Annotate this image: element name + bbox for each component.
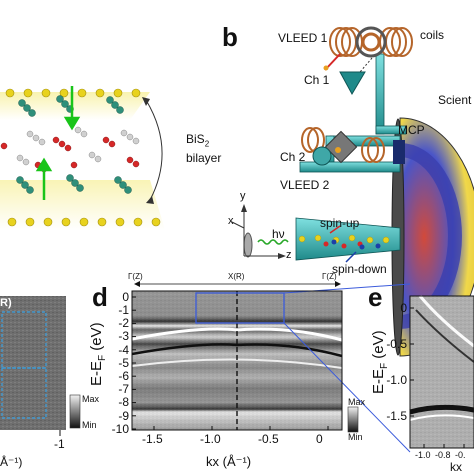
scient-label: Scient bbox=[438, 93, 472, 107]
vleed2-label: VLEED 2 bbox=[280, 178, 330, 192]
bilayer-bracket bbox=[145, 99, 163, 201]
d-y-tick-label: -2 bbox=[118, 316, 129, 331]
panel-c-colorbar bbox=[69, 394, 81, 429]
panel-e-plot bbox=[409, 295, 474, 449]
e-y-tick-label: -0.5 bbox=[386, 336, 407, 351]
d-top-point-2: Γ(Z) bbox=[322, 272, 337, 281]
vleed1-coils bbox=[323, 26, 413, 73]
e-y-tick-label: 0 bbox=[400, 300, 407, 315]
d-x-tick-label: -1.5 bbox=[142, 432, 163, 446]
e-x-tick-label: -0.8 bbox=[435, 450, 451, 460]
panel-d-plot bbox=[131, 281, 411, 453]
d-top-point-1: X(R) bbox=[228, 272, 245, 281]
mcp-box bbox=[393, 140, 405, 164]
e-x-tick-label: -0. bbox=[455, 450, 466, 460]
d-y-tick-label: -10 bbox=[111, 421, 129, 436]
panel-b-label: b bbox=[222, 22, 238, 52]
d-x-tick-label: -0.5 bbox=[258, 432, 279, 446]
bilayer-word: bilayer bbox=[186, 151, 222, 166]
spin-down-label: spin-down bbox=[332, 262, 387, 276]
d-x-tick-label: -1.0 bbox=[200, 432, 221, 446]
d-cbar-min: Min bbox=[348, 432, 363, 442]
d-y-tick-label: -7 bbox=[118, 382, 129, 397]
spin-up-label: spin-up bbox=[320, 216, 360, 230]
d-y-tick-label: -9 bbox=[118, 408, 129, 423]
zoom-box bbox=[195, 292, 285, 324]
sample-and-photon bbox=[231, 204, 289, 259]
panel-d-label: d bbox=[92, 282, 108, 312]
d-ylabel-unit: (eV) bbox=[88, 322, 105, 355]
panel-d-colorbar bbox=[347, 406, 359, 433]
coils-label: coils bbox=[420, 28, 445, 42]
d-ylabel-text: E-E bbox=[88, 360, 105, 386]
bilayer-label: BiS2 bilayer bbox=[186, 132, 221, 165]
panel-c-top-label: R) bbox=[0, 297, 12, 309]
channel-1-cone bbox=[339, 71, 366, 96]
d-y-tick-label: -3 bbox=[118, 329, 129, 344]
vleed1-label: VLEED 1 bbox=[278, 31, 328, 45]
e-ylabel-text: E-E bbox=[370, 368, 387, 394]
panel-c-x-unit: Å⁻¹) bbox=[0, 455, 23, 469]
ch2-label: Ch 2 bbox=[280, 150, 306, 164]
mcp-label: MCP bbox=[398, 123, 425, 137]
axis-y-label: y bbox=[240, 190, 246, 202]
ch1-label: Ch 1 bbox=[304, 73, 330, 87]
middle-atoms bbox=[0, 126, 140, 173]
d-y-tick-label: -1 bbox=[118, 303, 129, 317]
photon-label: hν bbox=[272, 227, 285, 241]
bilayer-subscript: 2 bbox=[204, 139, 210, 149]
d-top-point-0: Γ(Z) bbox=[128, 272, 143, 281]
spin-detector-tube bbox=[295, 217, 401, 263]
d-y-tick-label: -6 bbox=[118, 369, 129, 383]
panel-a-structure bbox=[0, 86, 165, 230]
d-ylabel-sub: F bbox=[97, 354, 108, 361]
d-xlabel: kx (Å⁻¹) bbox=[206, 454, 252, 469]
panel-e-label: e bbox=[368, 282, 383, 312]
e-x-tick-label: -1.0 bbox=[415, 450, 431, 460]
e-y-tick-label: -1.0 bbox=[386, 372, 407, 387]
vleed2-coils bbox=[301, 127, 385, 166]
panel-c-x-tick: -1 bbox=[54, 437, 65, 451]
d-ylabel: E-EF (eV) bbox=[88, 322, 108, 386]
e-xlabel: kx bbox=[450, 460, 462, 474]
bilayer-formula: BiS bbox=[186, 132, 205, 146]
d-x-tick-label: 0 bbox=[316, 432, 323, 446]
d-y-tick-label: -5 bbox=[118, 355, 129, 370]
e-ylabel-unit: (eV) bbox=[370, 330, 387, 363]
upper-yellow-layer bbox=[0, 88, 150, 120]
d-y-tick-label: -4 bbox=[118, 342, 129, 357]
panel-c-cbar-min: Min bbox=[82, 420, 97, 430]
axis-x-label: x bbox=[228, 215, 234, 227]
panel-c-cbar-max: Max bbox=[82, 394, 100, 404]
d-y-tick-label: -8 bbox=[118, 395, 129, 410]
green-spin-arrows bbox=[35, 86, 81, 200]
e-ylabel-sub: F bbox=[379, 362, 390, 369]
d-y-tick-label: 0 bbox=[122, 289, 129, 304]
e-y-tick-label: -1.5 bbox=[386, 408, 407, 423]
axis-z-label: z bbox=[286, 249, 292, 261]
d-cbar-max: Max bbox=[348, 397, 366, 407]
lower-yellow-layer bbox=[0, 174, 165, 230]
panel-c-map bbox=[0, 296, 81, 436]
